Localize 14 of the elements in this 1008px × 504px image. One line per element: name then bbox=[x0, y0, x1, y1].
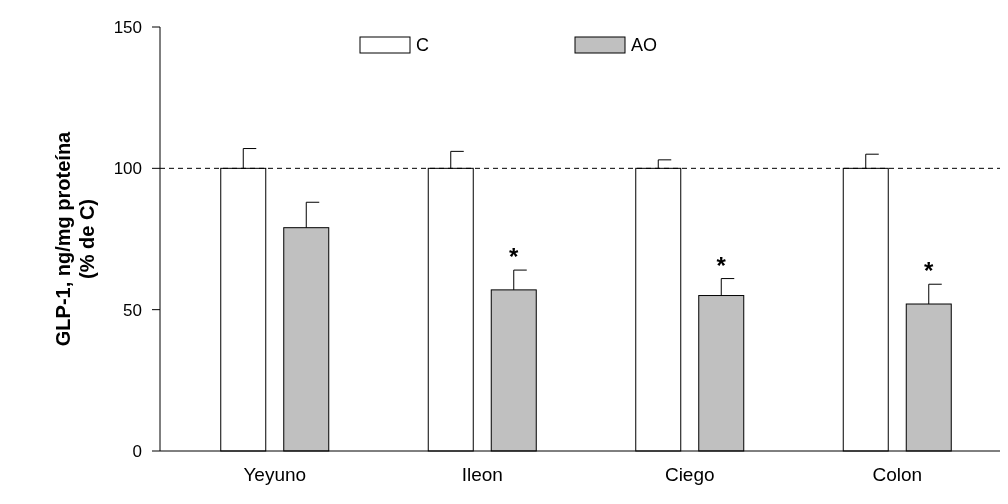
x-tick-label: Yeyuno bbox=[243, 464, 307, 485]
legend-label: AO bbox=[631, 35, 658, 56]
y-axis-title: GLP-1, ng/mg proteína (% de C) bbox=[52, 130, 98, 347]
y-tick-label: 50 bbox=[123, 300, 142, 320]
x-tick-label: Ileon bbox=[461, 464, 503, 485]
y-tick-label: 0 bbox=[132, 441, 142, 461]
annotation: * bbox=[509, 243, 520, 271]
y-tick-label: 100 bbox=[113, 159, 142, 179]
x-tick-label: Colon bbox=[872, 464, 923, 485]
annotation: * bbox=[924, 257, 935, 285]
y-tick-label: 150 bbox=[113, 17, 142, 37]
legend-label: C bbox=[416, 35, 429, 56]
annotation: * bbox=[716, 251, 727, 279]
x-tick-label: Ciego bbox=[664, 464, 715, 485]
